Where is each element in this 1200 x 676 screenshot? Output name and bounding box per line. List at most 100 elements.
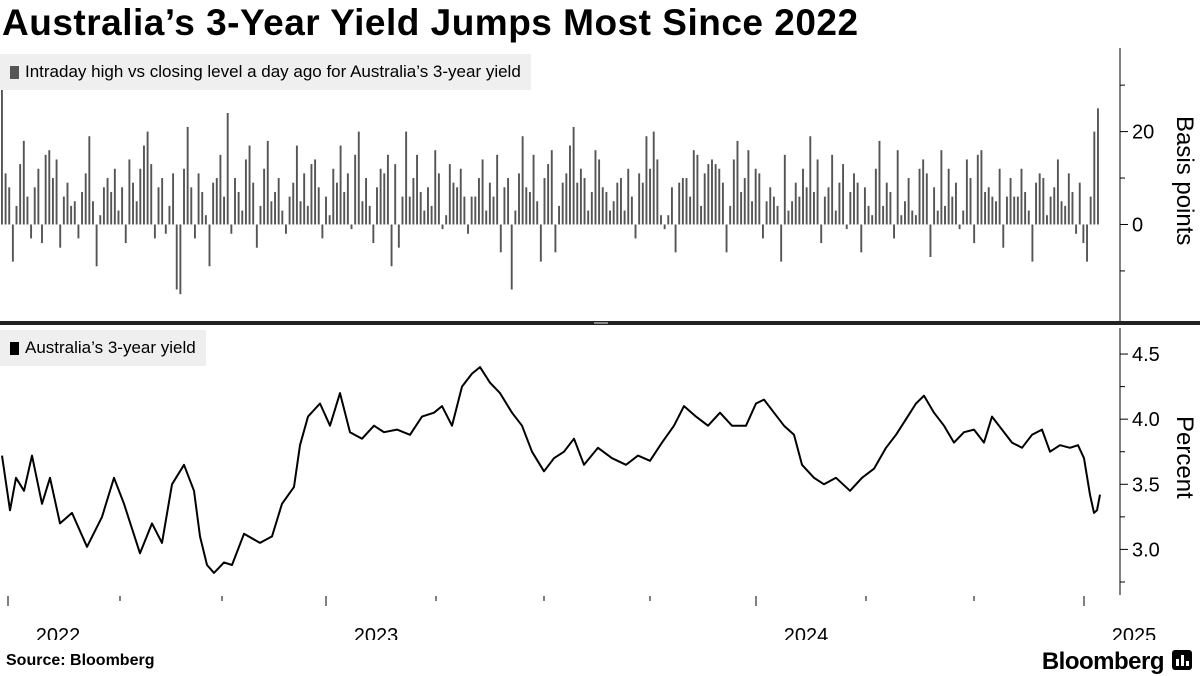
bar-mark [335,182,338,225]
bar-mark [365,178,368,225]
bar-mark [1038,173,1041,225]
bar-mark [689,196,692,225]
bar-mark [292,182,295,225]
bar-mark [66,182,69,225]
bar-mark [277,178,280,225]
bar-mark [914,215,917,225]
bar-mark [1002,224,1005,248]
bar-mark [77,224,80,239]
bar-mark [783,154,786,225]
bar-mark [408,196,411,225]
bar-mark [947,168,950,225]
bar-mark [860,224,863,253]
bar-panel: 0 20 [1,48,1154,322]
bar-mark [681,178,684,225]
bar-mark [798,196,801,225]
bar-mark [113,168,116,225]
bar-mark [467,224,469,234]
bar-mark [736,140,739,225]
bar-mark [991,196,994,225]
bar-mark [226,113,229,225]
bar-mark [168,205,171,225]
bar-mark [263,168,266,225]
bar-mark [998,168,1001,225]
bar-mark [445,215,448,225]
bar-mark [317,187,320,225]
bar-mark [143,145,145,225]
x-tick-label: 2022 [36,625,81,640]
bar-mark [390,224,393,267]
bar-mark [219,154,222,225]
bar-mark [776,205,779,225]
bar-mark [423,210,426,225]
bar-mark [215,178,218,225]
bar-mark [605,191,608,225]
bar-mark [281,210,284,225]
bar-mark [496,154,499,225]
bar-axis-title: Basis points [1171,116,1198,246]
bar-mark [740,191,743,225]
line-axis-title: Percent [1171,416,1198,499]
bar-mark [73,201,76,225]
bar-mark [70,205,73,225]
bar-mark [532,154,535,225]
bar-mark [121,187,124,225]
bar-mark [1049,196,1052,225]
bar-mark [874,168,877,225]
bar-mark [1071,191,1074,225]
bar-mark [1009,178,1012,225]
panel-divider-handle [594,322,608,324]
source-note: Source: Bloomberg [6,652,155,669]
bar-mark [452,182,455,225]
bar-mark [306,205,309,225]
bar-mark [1078,182,1081,225]
bar-mark [620,178,622,225]
bar-mark [285,224,287,234]
bar-mark [518,173,520,225]
bar-mark [700,205,703,225]
bar-mark [55,159,58,225]
bar-mark [732,159,735,225]
bar-mark [707,164,710,225]
chart-canvas: 0 20 3.0 3.5 4.0 4.5 2022 2023 2024 2025 [0,48,1200,640]
bar-mark [638,173,641,225]
bar-mark [88,136,91,225]
bar-mark [601,187,604,225]
bar-mark [911,210,914,225]
bar-mark [711,159,713,225]
bar-mark [954,182,957,225]
x-tick-label: 2024 [784,625,829,640]
bar-mark [175,224,178,290]
bar-mark [794,182,797,225]
bar-mark [652,131,655,225]
bar-mark [1060,201,1063,225]
bar-mark [863,187,866,225]
bar-mark [11,224,14,262]
bar-mark [900,215,903,225]
bar-legend: Intraday high vs closing level a day ago… [0,54,531,90]
bar-mark [973,224,976,244]
bar-mark [397,224,400,248]
line-y-tick-label: 4.0 [1132,409,1160,431]
bar-mark [26,196,29,225]
bar-mark [244,159,247,225]
bar-mark [951,196,954,225]
bar-mark [477,178,480,225]
bar-mark [904,201,906,225]
bar-mark [827,187,830,225]
bar-mark [1093,131,1096,225]
bar-mark [463,196,466,225]
bar-mark [896,150,899,225]
bar-mark [361,201,364,225]
line-legend-label: Australia’s 3-year yield [25,338,196,357]
bar-mark [747,150,750,225]
bar-mark [492,196,495,225]
bar-mark [1031,224,1034,262]
bar-mark [1097,108,1099,225]
bar-mark [92,201,94,225]
bar-mark [33,187,36,225]
bar-y-tick-label: 20 [1132,122,1154,144]
bar-mark [303,173,306,225]
bar-mark [1089,196,1092,225]
bar-mark [703,173,706,225]
